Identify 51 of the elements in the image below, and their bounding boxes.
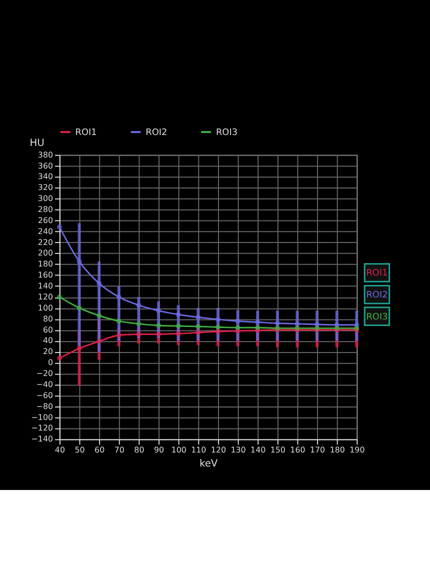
- y-tick-label: 360: [38, 161, 54, 170]
- y-tick-label: 340: [38, 172, 54, 182]
- x-tick-label: 100: [171, 446, 186, 455]
- text: ROI1: [366, 268, 388, 279]
- x-axis-title: keV: [199, 458, 218, 470]
- x-tick-label: 40: [54, 446, 65, 455]
- y-tick-label: −80: [36, 402, 54, 411]
- x-tick-label: 70: [114, 446, 124, 455]
- x-tick-label: 50: [74, 446, 85, 455]
- y-tick-label: −60: [36, 390, 54, 400]
- y-tick-label: 260: [38, 216, 54, 225]
- y-tick-label: 220: [38, 238, 54, 247]
- y-tick-label: −120: [31, 424, 54, 433]
- y-tick-label: 0: [48, 358, 54, 368]
- y-tick-label: 200: [38, 248, 54, 258]
- y-tick-label: 60: [42, 325, 54, 334]
- legend-label: ROI3: [216, 128, 238, 138]
- y-tick-label: −20: [36, 369, 54, 378]
- y-tick-label: 240: [38, 226, 54, 236]
- legend-label: ROI2: [146, 128, 168, 138]
- y-tick-label: 160: [38, 270, 54, 280]
- y-tick-label: 320: [38, 183, 54, 192]
- y-tick-label: 100: [38, 303, 54, 312]
- text: ROI2: [366, 290, 388, 301]
- x-tick-label: 130: [230, 446, 246, 455]
- y-tick-label: 20: [42, 347, 54, 356]
- x-tick-label: 140: [250, 446, 266, 455]
- y-tick-label: 280: [38, 205, 54, 214]
- y-tick-label: −100: [31, 412, 54, 422]
- y-tick-label: 80: [42, 314, 54, 324]
- y-tick-label: 120: [38, 292, 54, 302]
- legend-label: ROI1: [75, 128, 97, 138]
- y-tick-label: 300: [38, 194, 54, 204]
- text: ROI3: [366, 312, 388, 322]
- y-tick-label: 40: [42, 336, 54, 346]
- x-tick-label: 180: [330, 446, 345, 455]
- y-tick-label: 380: [38, 150, 54, 160]
- x-tick-label: 170: [310, 446, 326, 455]
- x-tick-label: 90: [154, 446, 164, 455]
- y-tick-label: 180: [38, 260, 54, 269]
- x-tick-label: 120: [210, 446, 226, 455]
- x-tick-label: 190: [350, 446, 365, 455]
- y-axis-title: HU: [30, 138, 44, 149]
- x-tick-label: 150: [270, 446, 286, 455]
- x-tick-label: 160: [290, 446, 306, 455]
- x-tick-label: 110: [191, 446, 206, 455]
- x-tick-label: 80: [134, 446, 144, 455]
- y-tick-label: 140: [38, 282, 54, 291]
- y-tick-label: −40: [36, 380, 54, 389]
- y-tick-label: −140: [31, 434, 54, 444]
- x-tick-label: 60: [94, 446, 105, 455]
